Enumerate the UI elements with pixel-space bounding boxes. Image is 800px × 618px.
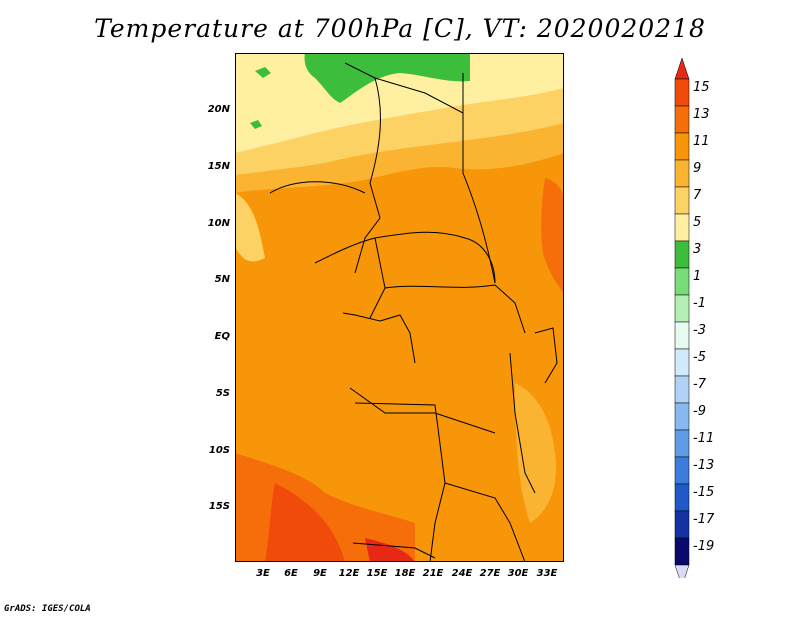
grads-credit: GrADS: IGES/COLA xyxy=(4,604,91,614)
colorbar-label: 5 xyxy=(693,215,702,230)
colorbar-segment xyxy=(674,186,690,215)
colorbar-segment xyxy=(674,483,690,512)
colorbar-label: -5 xyxy=(693,350,706,365)
colorbar-label: 1 xyxy=(693,269,702,284)
colorbar-top-arrow xyxy=(674,58,690,80)
lat-tick-20n: 20N xyxy=(207,104,230,115)
lat-tick-eq: EQ xyxy=(214,331,230,342)
lat-tick-5s: 5S xyxy=(215,388,230,399)
colorbar-label: -19 xyxy=(693,539,715,554)
lat-tick-5n: 5N xyxy=(214,274,230,285)
colorbar-label: 15 xyxy=(693,80,710,95)
colorbar-segment xyxy=(674,78,690,107)
colorbar-label: -17 xyxy=(693,512,715,527)
field-15-plus xyxy=(365,538,415,562)
lat-tick-10n: 10N xyxy=(207,218,230,229)
colorbar-label: 7 xyxy=(693,188,702,203)
field-green-patches xyxy=(250,67,271,129)
field-east-warm xyxy=(541,178,564,293)
colorbar-segment xyxy=(674,402,690,431)
lon-tick-21e: 21E xyxy=(422,568,444,579)
field-13-15 xyxy=(265,483,345,562)
lon-tick-6e: 6E xyxy=(284,568,298,579)
field-east-cool xyxy=(515,383,556,523)
colorbar-segment xyxy=(674,294,690,323)
colorbar-bottom-arrow xyxy=(674,564,690,578)
temperature-map xyxy=(235,53,564,563)
map-title: Temperature at 700hPa [C], VT: 202002021… xyxy=(94,14,706,43)
colorbar-segment xyxy=(674,213,690,242)
colorbar-label: 3 xyxy=(693,242,702,257)
colorbar-segment xyxy=(674,267,690,296)
colorbar-label: 9 xyxy=(693,161,702,176)
colorbar-segment xyxy=(674,456,690,485)
lon-tick-12e: 12E xyxy=(338,568,360,579)
lon-tick-24e: 24E xyxy=(451,568,473,579)
lon-tick-18e: 18E xyxy=(394,568,416,579)
colorbar-segment xyxy=(674,105,690,134)
colorbar-segment xyxy=(674,348,690,377)
colorbar-segment xyxy=(674,240,690,269)
lat-tick-10s: 10S xyxy=(208,445,230,456)
colorbar-graphic xyxy=(674,58,690,578)
colorbar-label: -15 xyxy=(693,485,715,500)
lon-tick-15e: 15E xyxy=(366,568,388,579)
colorbar-label: 11 xyxy=(693,134,710,149)
map-frame xyxy=(235,53,564,562)
field-1-3 xyxy=(304,53,470,103)
colorbar-label: -9 xyxy=(693,404,706,419)
colorbar-label: -11 xyxy=(693,431,715,446)
colorbar-label: 13 xyxy=(693,107,710,122)
colorbar-segment xyxy=(674,375,690,404)
colorbar-label: -1 xyxy=(693,296,706,311)
field-west-cool xyxy=(235,193,265,262)
colorbar-segment xyxy=(674,321,690,350)
map-field xyxy=(235,53,564,563)
lat-tick-15n: 15N xyxy=(207,161,230,172)
lat-tick-15s: 15S xyxy=(208,501,230,512)
colorbar-label: -3 xyxy=(693,323,706,338)
lon-tick-3e: 3E xyxy=(256,568,270,579)
colorbar-label: -7 xyxy=(693,377,706,392)
lon-tick-27e: 27E xyxy=(479,568,501,579)
country-borders xyxy=(269,62,558,563)
colorbar-segment xyxy=(674,510,690,539)
colorbar-segment xyxy=(674,132,690,161)
colorbar-segment xyxy=(674,429,690,458)
lon-tick-33e: 33E xyxy=(536,568,558,579)
lon-tick-9e: 9E xyxy=(313,568,327,579)
colorbar-label: -13 xyxy=(693,458,715,473)
colorbar-segment xyxy=(674,537,690,566)
colorbar-segment xyxy=(674,159,690,188)
lon-tick-30e: 30E xyxy=(507,568,529,579)
